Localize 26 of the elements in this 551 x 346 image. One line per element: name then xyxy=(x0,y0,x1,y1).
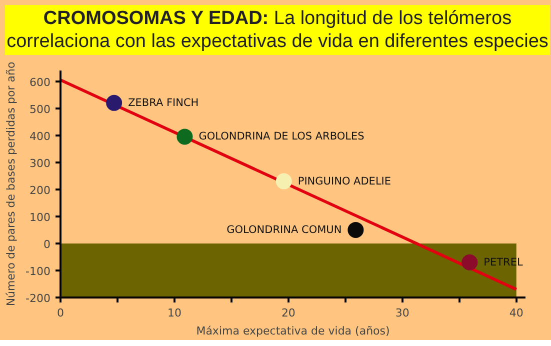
x-tick-label: 0 xyxy=(57,306,64,320)
annotation: GOLONDRINA DE LOS ARBOLES xyxy=(198,130,365,143)
point xyxy=(462,254,478,270)
x-axis-title: Máxima expectativa de vida (años) xyxy=(196,324,390,338)
annotation: PINGUINO ADELIE xyxy=(298,175,392,188)
y-axis-title: Número de pares de bases perdidas por año xyxy=(4,62,18,306)
y-tick-label: 400 xyxy=(30,130,51,143)
y-tick-label: 200 xyxy=(30,184,51,197)
y-tick-label: 600 xyxy=(30,76,51,89)
point xyxy=(106,94,122,111)
y-tick-label: -200 xyxy=(26,292,51,305)
y-tick-label: 100 xyxy=(30,210,51,224)
chart-title: CROMOSOMAS Y EDAD: xyxy=(43,8,269,29)
point xyxy=(348,222,364,238)
point xyxy=(276,173,292,190)
annotation: GOLONDRINA COMUN xyxy=(226,224,342,236)
annotation: ZEBRA FINCH xyxy=(128,96,199,109)
point xyxy=(176,128,193,145)
y-tick-label: -100 xyxy=(26,264,51,278)
y-tick-label: 300 xyxy=(30,156,51,170)
y-tick-label: 500 xyxy=(30,102,51,116)
x-tick-label: 40 xyxy=(509,306,524,320)
x-tick-label: 30 xyxy=(395,306,410,320)
x-tick-label: 20 xyxy=(281,306,296,320)
y-tick-label: 0 xyxy=(44,238,50,251)
x-tick-label: 10 xyxy=(167,306,182,320)
